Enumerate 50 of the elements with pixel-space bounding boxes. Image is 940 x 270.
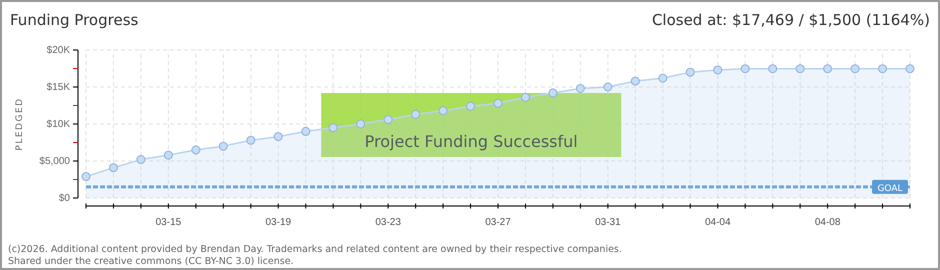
point [658,74,668,83]
point [301,126,310,136]
point [850,64,860,74]
y-tick-label: $0 [58,193,70,204]
point [548,88,558,98]
point [218,142,228,151]
point [740,64,750,74]
x-tick-label: 03-31 [595,217,622,228]
y-axis-title: PLEDGED [15,97,25,151]
chart-title: Funding Progress [10,11,139,29]
point [384,115,393,124]
point [520,92,530,102]
point [191,145,200,154]
point [768,64,778,74]
point [466,102,476,111]
x-tick-label: 04-04 [704,217,731,228]
point [796,64,805,74]
point [328,123,338,132]
point [246,136,256,145]
x-tick-label: 03-23 [375,217,402,228]
x-tick-label: 03-19 [265,217,292,228]
y-tick-label: $15K [46,82,70,94]
point [164,150,173,160]
point [356,120,366,128]
text: Shared under the creative commons (CC BY-NC 3.0) license. [8,256,294,267]
point [136,155,146,164]
point [630,76,640,86]
x-tick-label: 04-08 [814,217,841,228]
ref-line-label: GOAL [877,184,903,194]
point [603,82,612,92]
point [823,64,832,74]
x-tick-label: 03-15 [156,217,182,228]
x-tick-label: 03-27 [485,217,512,228]
y-tick-label: $20K [46,45,70,56]
y-tick-label: $5,000 [39,156,70,168]
point [906,64,914,74]
point [878,64,888,74]
chart-subtitle: Closed at: $17,469 / $1,500 (1164%) [652,11,930,29]
point [438,106,448,116]
point [576,84,585,93]
point [411,110,420,119]
y-tick-label: $10K [46,119,70,130]
point [494,98,502,108]
annotation: Project Funding Successful [364,132,578,151]
point [108,163,118,172]
point [713,66,722,74]
point [274,132,283,142]
point [82,172,90,182]
text: (c)2026. Additional content provided by Brendan Day. Trademarks and related content are owned by their respective companies. [8,244,622,255]
point [686,68,695,77]
